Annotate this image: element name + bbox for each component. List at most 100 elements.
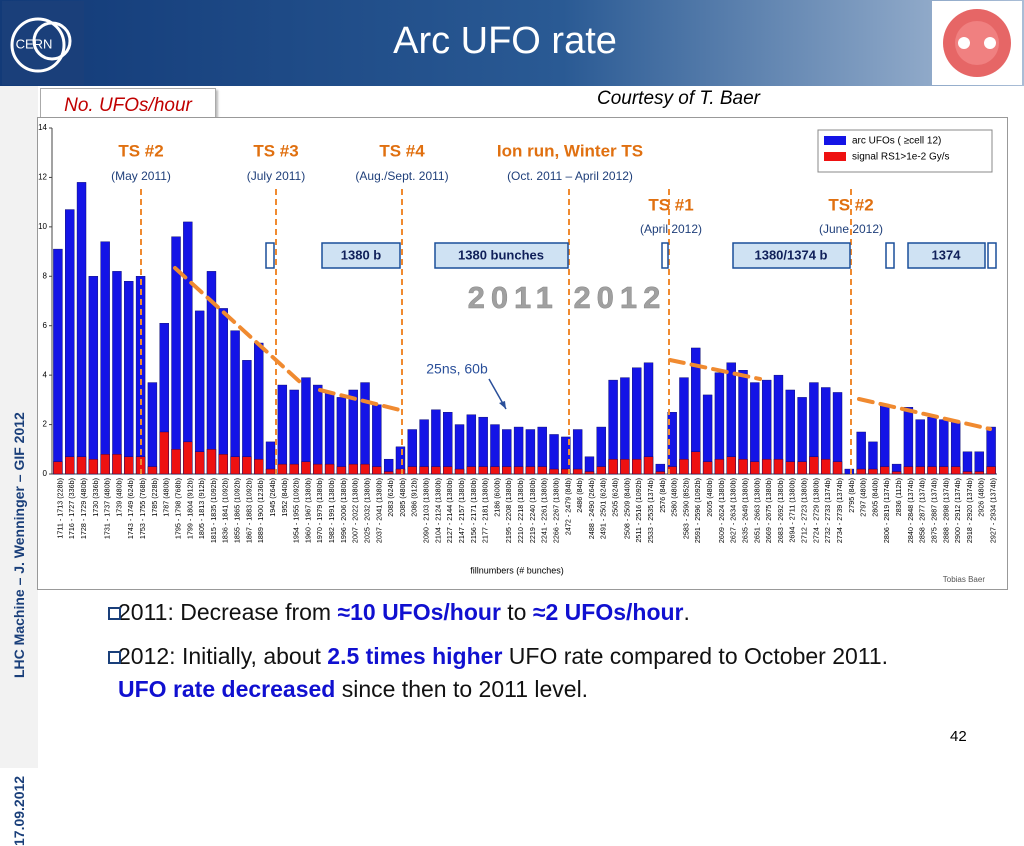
courtesy: Courtesy of T. Baer	[597, 88, 760, 109]
bar	[950, 466, 961, 475]
legend-swatch	[824, 152, 846, 161]
bar	[868, 468, 878, 475]
legend-label: arc UFOs ( ≥cell 12)	[852, 136, 941, 147]
bar	[218, 454, 228, 475]
cern-logo: CERN	[2, 1, 84, 85]
bar	[880, 404, 890, 475]
bar	[230, 330, 240, 475]
x-tick-label: 2888 - 2898 (1374b)	[941, 478, 950, 543]
annotation: Ion run, Winter TS	[497, 141, 643, 160]
x-tick-label: 2186 (600b)	[492, 478, 501, 517]
bullet-text: 2011: Decrease from	[118, 599, 338, 625]
x-tick-label: 2511 - 2516 (1092b)	[634, 478, 643, 543]
annotation: TS #2	[118, 141, 163, 160]
x-tick-label: 2651 - 2663 (1380b)	[752, 478, 761, 543]
bar	[88, 458, 99, 475]
x-tick-label: 1952 (840b)	[280, 478, 289, 517]
bar	[183, 221, 193, 475]
bar	[53, 461, 63, 475]
bar	[903, 407, 914, 475]
chart: 0 2 4 6 8 10 12 14 1711 - 1713 (228b) 1716 - 1727…	[37, 117, 1008, 590]
x-tick-label: 2635 - 2649 (1380b)	[740, 478, 749, 543]
bar	[360, 382, 370, 475]
x-tick-label: 2195 - 2208 (1380b)	[504, 478, 513, 543]
bar	[797, 461, 807, 475]
x-tick-label: 2177 - 2181 (1380b)	[481, 478, 490, 543]
x-tick-label: 1787 (480b)	[162, 478, 171, 517]
x-tick-label: 2147 - 2157 (1380b)	[457, 478, 466, 543]
bar	[254, 342, 264, 475]
trend	[668, 358, 762, 381]
bar	[53, 248, 63, 475]
label-box	[907, 242, 986, 269]
x-tick-label: 2025 - 2032 (1380b)	[362, 478, 371, 543]
bar	[809, 456, 819, 475]
x-tick-label: 1889 - 1900 (1236b)	[256, 478, 265, 543]
bullet: 2012: Initially, about 2.5 times higher …	[108, 640, 918, 706]
bar	[360, 463, 370, 475]
bar	[939, 419, 949, 475]
x-tick-label: 1805 - 1813 (912b)	[197, 478, 206, 539]
x-tick-label: 2797 (480b)	[859, 478, 868, 517]
annotation: (July 2011)	[247, 169, 305, 183]
bar	[147, 382, 158, 475]
label-box	[434, 242, 569, 269]
x-tick-label: 2037 - 2041 (1380b)	[374, 478, 383, 543]
x-tick-label: 1730 (336b)	[91, 478, 100, 517]
page-number: 42	[950, 728, 967, 745]
title: Arc UFO rate	[393, 20, 617, 62]
x-tick-label: 2734 - 2739 (1374b)	[835, 478, 844, 543]
bar	[844, 468, 855, 475]
bar	[383, 471, 394, 475]
x-tick-label: 1815 - 1835 (1092b)	[209, 478, 218, 543]
arrow-head	[499, 401, 506, 409]
x-tick-label: 2858 - 2877 (1374b)	[918, 478, 927, 543]
bar	[832, 461, 843, 475]
bar	[183, 441, 193, 475]
x-tick-label: 2583 - 2590 (852b)	[681, 478, 690, 539]
x-tick-label: 2086 (912b)	[410, 478, 419, 517]
bar	[572, 468, 583, 475]
bar	[419, 466, 429, 475]
bar	[478, 466, 488, 475]
bar	[159, 431, 169, 475]
bar	[939, 466, 949, 475]
bar	[443, 466, 453, 475]
bar	[431, 466, 441, 475]
bar	[584, 471, 595, 475]
bar	[655, 471, 666, 475]
y-tick-label: 0	[43, 469, 48, 478]
bar	[336, 466, 347, 475]
label-box	[732, 242, 851, 269]
bullet-text: 2012: Initially, about	[118, 643, 328, 669]
annotation: (June 2012)	[819, 222, 883, 236]
bar	[289, 389, 299, 475]
x-tick-label: 2683 - 2692 (1380b)	[776, 478, 785, 543]
x-tick-label: 2576 (84b)	[658, 478, 667, 513]
bar	[962, 471, 973, 475]
bullet-text: UFO rate compared to October 2011.	[502, 643, 889, 669]
bar	[289, 463, 299, 475]
bar	[194, 451, 205, 475]
x-tick-label: 2127 - 2144 (1380b)	[445, 478, 454, 543]
bar	[230, 456, 240, 475]
y-tick-label: 2	[43, 420, 48, 429]
bar	[502, 466, 512, 475]
x-tick-label: 1836 - 1841 (1092b)	[221, 478, 230, 543]
bar	[348, 389, 358, 475]
x-tick-label: 1743 - 1749 (624b)	[126, 478, 135, 539]
bar	[915, 419, 925, 475]
x-tick-label: 2104 - 2124 (1380b)	[433, 478, 442, 543]
lhc-logo	[932, 1, 1022, 85]
bar	[454, 468, 465, 475]
bar	[171, 449, 181, 475]
bar	[407, 466, 417, 475]
x-tick-label: 2085 (480b)	[398, 478, 407, 517]
bar	[100, 241, 110, 475]
bar	[632, 458, 642, 475]
x-tick-label: 2900 - 2912 (1374b)	[953, 478, 962, 543]
bar	[785, 461, 795, 475]
bar	[962, 451, 973, 475]
bar	[124, 456, 134, 475]
bar	[513, 466, 524, 475]
